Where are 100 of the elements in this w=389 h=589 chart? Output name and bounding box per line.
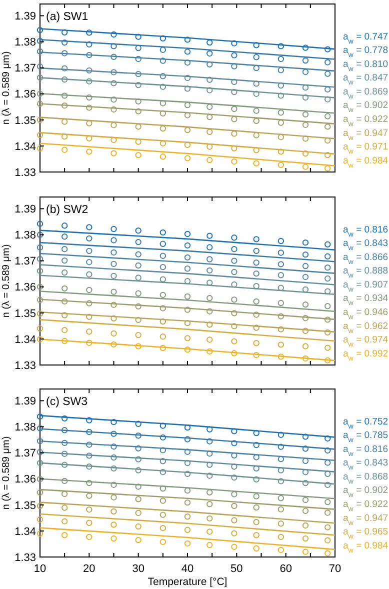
point [206,322,213,328]
point [135,228,142,234]
point [36,310,44,317]
y-tick-label: 1.37 [14,62,36,75]
point [135,467,142,474]
series-label: a$_{w}$ = 0.907 [343,279,388,294]
point [61,133,68,140]
point [206,472,213,479]
point [160,58,166,64]
point [160,125,166,132]
point [231,246,238,252]
point [36,232,44,238]
point [278,342,284,348]
point [36,414,44,420]
point [278,238,284,244]
point [302,68,309,76]
point [110,341,117,348]
point [253,454,260,460]
point [253,465,260,472]
point [160,334,166,340]
point [36,220,44,227]
point [302,458,309,464]
y-tick-label: 1.36 [14,474,36,486]
point [302,150,309,157]
point [278,92,284,99]
point [253,147,260,154]
series-label: a$_{w}$ = 0.947 [343,128,388,142]
point [86,67,92,74]
point [86,41,92,48]
point [86,148,92,155]
point [324,435,331,442]
point [36,336,44,342]
y-tick-label: 1.39 [14,396,36,408]
point [135,70,142,78]
point [302,480,309,486]
point [184,424,191,431]
point [231,530,238,536]
point [36,502,44,510]
point [184,126,191,134]
point [324,96,331,102]
series-label: a$_{w}$ = 0.922 [343,498,388,513]
point [324,152,331,158]
point [253,236,260,242]
point [324,165,331,172]
point [324,524,331,530]
point [324,241,331,248]
point [160,524,166,532]
point [302,251,309,258]
point [184,266,191,272]
point [302,274,309,280]
point [86,520,92,526]
point [231,338,238,344]
point [36,425,44,432]
point [253,545,260,552]
point [135,56,142,62]
point [61,65,68,72]
point [110,522,117,528]
point [324,329,331,336]
point [110,272,117,280]
point [110,80,117,86]
point [206,232,213,239]
point [36,438,44,444]
point [110,54,117,60]
point [231,52,238,58]
point [135,432,142,439]
point [184,470,191,478]
point [61,518,68,524]
point [110,482,117,488]
point [278,534,284,540]
series-label: a$_{w}$ = 0.922 [343,114,388,128]
point [36,38,44,44]
point [61,450,68,457]
series-label: a$_{w}$ = 0.902 [343,100,388,114]
point [184,254,191,261]
point [231,452,238,459]
point [61,462,68,468]
point [278,56,284,62]
point [61,490,68,498]
y-tick-label: 1.34 [14,140,36,153]
point [278,467,284,474]
point [231,428,238,434]
point [110,69,117,76]
point [36,460,44,466]
x-axis-title: Temperature [°C] [148,576,228,588]
point [206,336,213,343]
point [135,445,142,452]
point [36,132,44,138]
point [160,434,166,441]
point [231,63,238,70]
series-label: a$_{w}$ = 0.847 [343,72,388,87]
point [61,39,68,46]
point [253,42,260,48]
point [324,59,331,66]
point [324,498,331,506]
point [253,340,260,346]
point [231,281,238,288]
point [86,417,92,424]
point [110,96,117,103]
point [135,536,142,544]
point [324,70,331,77]
